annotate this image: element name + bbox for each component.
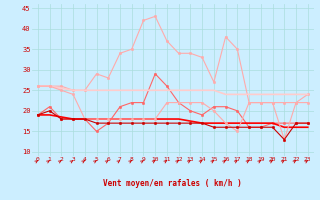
X-axis label: Vent moyen/en rafales ( km/h ): Vent moyen/en rafales ( km/h ) [103,179,242,188]
